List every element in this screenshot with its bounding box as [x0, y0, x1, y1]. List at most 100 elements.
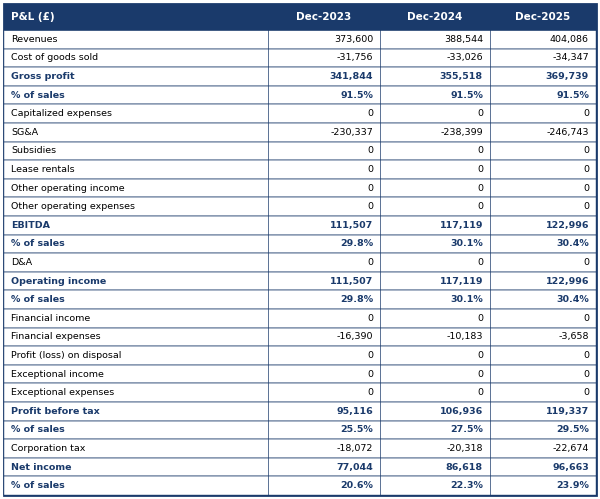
Text: 25.5%: 25.5% — [340, 426, 373, 435]
Text: -18,072: -18,072 — [337, 444, 373, 453]
Bar — [4, 290, 596, 309]
Text: 111,507: 111,507 — [330, 221, 373, 230]
Text: Revenues: Revenues — [11, 35, 58, 44]
Text: Exceptional expenses: Exceptional expenses — [11, 388, 114, 397]
Bar — [4, 272, 596, 290]
Text: 0: 0 — [477, 146, 483, 155]
Text: 117,119: 117,119 — [439, 221, 483, 230]
Text: 122,996: 122,996 — [545, 276, 589, 285]
Text: Net income: Net income — [11, 463, 71, 472]
Text: 341,844: 341,844 — [329, 72, 373, 81]
Text: Dec-2025: Dec-2025 — [515, 12, 571, 22]
Text: Exceptional income: Exceptional income — [11, 370, 104, 379]
Bar — [4, 142, 596, 160]
Text: 369,739: 369,739 — [546, 72, 589, 81]
Text: 0: 0 — [583, 351, 589, 360]
Text: 0: 0 — [477, 202, 483, 211]
Text: % of sales: % of sales — [11, 91, 65, 100]
Text: -22,674: -22,674 — [553, 444, 589, 453]
Bar — [4, 346, 596, 365]
Text: 0: 0 — [477, 388, 483, 397]
Text: 23.9%: 23.9% — [556, 481, 589, 490]
Bar — [4, 458, 596, 477]
Text: Operating income: Operating income — [11, 276, 106, 285]
Text: 0: 0 — [583, 388, 589, 397]
Text: 111,507: 111,507 — [330, 276, 373, 285]
Text: 0: 0 — [477, 184, 483, 193]
Text: 0: 0 — [583, 109, 589, 118]
Text: 0: 0 — [477, 314, 483, 323]
Text: 86,618: 86,618 — [446, 463, 483, 472]
Text: 0: 0 — [367, 184, 373, 193]
Text: 117,119: 117,119 — [439, 276, 483, 285]
Text: 30.1%: 30.1% — [450, 240, 483, 249]
Bar — [4, 216, 596, 235]
Text: Corporation tax: Corporation tax — [11, 444, 85, 453]
Text: P&L (£): P&L (£) — [11, 12, 55, 22]
Text: 355,518: 355,518 — [440, 72, 483, 81]
Text: 0: 0 — [367, 351, 373, 360]
Text: Other operating income: Other operating income — [11, 184, 125, 193]
Text: 0: 0 — [367, 109, 373, 118]
Text: % of sales: % of sales — [11, 240, 65, 249]
Text: Cost of goods sold: Cost of goods sold — [11, 53, 98, 62]
Text: SG&A: SG&A — [11, 128, 38, 137]
Text: Lease rentals: Lease rentals — [11, 165, 74, 174]
Text: -246,743: -246,743 — [547, 128, 589, 137]
Text: 30.1%: 30.1% — [450, 295, 483, 304]
Text: -238,399: -238,399 — [440, 128, 483, 137]
Bar — [4, 439, 596, 458]
Text: 91.5%: 91.5% — [556, 91, 589, 100]
Text: 22.3%: 22.3% — [450, 481, 483, 490]
Text: Dec-2024: Dec-2024 — [407, 12, 463, 22]
Bar — [4, 198, 596, 216]
Bar — [4, 48, 596, 67]
Text: 91.5%: 91.5% — [450, 91, 483, 100]
Text: 29.8%: 29.8% — [340, 240, 373, 249]
Text: Capitalized expenses: Capitalized expenses — [11, 109, 112, 118]
Bar — [4, 477, 596, 495]
Text: -230,337: -230,337 — [330, 128, 373, 137]
Text: Gross profit: Gross profit — [11, 72, 74, 81]
Text: D&A: D&A — [11, 258, 32, 267]
Text: Dec-2023: Dec-2023 — [296, 12, 352, 22]
Text: 0: 0 — [367, 258, 373, 267]
Text: % of sales: % of sales — [11, 295, 65, 304]
Text: 20.6%: 20.6% — [340, 481, 373, 490]
Text: 0: 0 — [583, 202, 589, 211]
Text: 77,044: 77,044 — [336, 463, 373, 472]
Text: 27.5%: 27.5% — [450, 426, 483, 435]
Text: 95,116: 95,116 — [336, 407, 373, 416]
Text: -31,756: -31,756 — [337, 53, 373, 62]
Text: 30.4%: 30.4% — [556, 295, 589, 304]
Bar — [4, 365, 596, 383]
Bar — [4, 179, 596, 198]
Text: -20,318: -20,318 — [446, 444, 483, 453]
Text: 91.5%: 91.5% — [340, 91, 373, 100]
Text: 0: 0 — [583, 146, 589, 155]
Bar — [4, 160, 596, 179]
Text: Financial expenses: Financial expenses — [11, 332, 101, 341]
Text: 96,663: 96,663 — [552, 463, 589, 472]
Text: -16,390: -16,390 — [337, 332, 373, 341]
Text: 0: 0 — [367, 388, 373, 397]
Text: 122,996: 122,996 — [545, 221, 589, 230]
Text: 29.5%: 29.5% — [556, 426, 589, 435]
Text: 0: 0 — [367, 370, 373, 379]
Text: 0: 0 — [583, 370, 589, 379]
Text: 0: 0 — [583, 258, 589, 267]
Bar — [4, 30, 596, 48]
Text: 0: 0 — [477, 165, 483, 174]
Text: 119,337: 119,337 — [546, 407, 589, 416]
Bar — [4, 383, 596, 402]
Bar — [4, 104, 596, 123]
Bar — [4, 309, 596, 328]
Text: 29.8%: 29.8% — [340, 295, 373, 304]
Text: 0: 0 — [583, 314, 589, 323]
Bar — [4, 4, 596, 30]
Text: Subsidies: Subsidies — [11, 146, 56, 155]
Bar — [4, 67, 596, 86]
Text: Profit (loss) on disposal: Profit (loss) on disposal — [11, 351, 121, 360]
Text: 0: 0 — [477, 370, 483, 379]
Text: 0: 0 — [367, 314, 373, 323]
